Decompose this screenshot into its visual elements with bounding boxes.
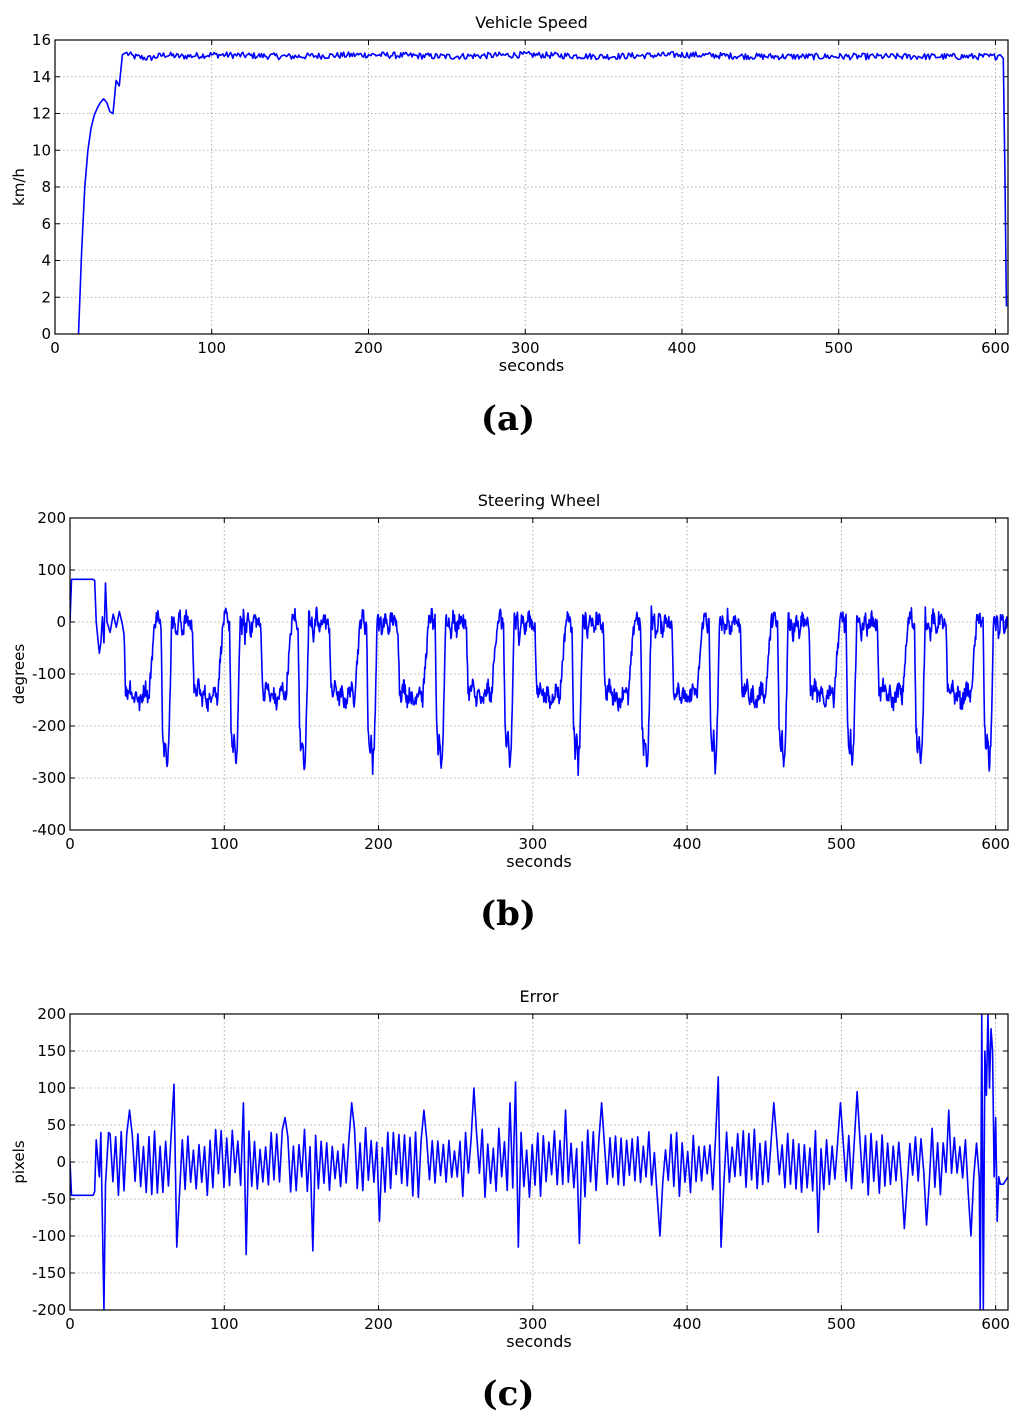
tick-label-y-error: -100 bbox=[32, 1227, 66, 1245]
tick-label-x-vehicle-speed: 400 bbox=[668, 339, 697, 357]
tick-label-y-error: 100 bbox=[37, 1079, 66, 1097]
series-line-error bbox=[70, 1014, 1008, 1310]
tick-label-x-error: 400 bbox=[673, 1315, 702, 1333]
tick-label-x-steering-wheel: 200 bbox=[364, 835, 393, 853]
tick-label-x-steering-wheel: 400 bbox=[673, 835, 702, 853]
chart-error: Error 0 100 200 300 400 500 600 -200 -150 -100 -50 0… bbox=[10, 987, 1010, 1351]
tick-label-y-vehicle-speed: 0 bbox=[41, 325, 51, 343]
panel-label-a: (a) bbox=[481, 399, 535, 439]
tick-label-x-steering-wheel: 100 bbox=[210, 835, 239, 853]
chart-vehicle-speed: Vehicle Speed 0 100 200 300 400 500 600 0 2 4 6 8 10 1… bbox=[10, 13, 1010, 375]
tick-label-y-steering-wheel: 100 bbox=[37, 561, 66, 579]
tick-label-y-vehicle-speed: 8 bbox=[41, 178, 51, 196]
panel-label-c: (c) bbox=[482, 1374, 535, 1414]
tick-label-x-steering-wheel: 500 bbox=[827, 835, 856, 853]
chart-title-vehicle-speed: Vehicle Speed bbox=[475, 13, 587, 32]
tick-label-x-error: 300 bbox=[519, 1315, 548, 1333]
x-axis-label-steering-wheel: seconds bbox=[506, 852, 571, 871]
tick-label-y-steering-wheel: 0 bbox=[56, 613, 66, 631]
tick-label-x-error: 0 bbox=[65, 1315, 75, 1333]
tick-label-x-steering-wheel: 300 bbox=[519, 835, 548, 853]
tick-label-y-vehicle-speed: 2 bbox=[41, 288, 51, 306]
y-axis-label-steering-wheel: degrees bbox=[10, 644, 28, 705]
tick-label-y-error: -150 bbox=[32, 1264, 66, 1282]
tick-label-y-steering-wheel: -400 bbox=[32, 821, 66, 839]
tick-label-y-error: -50 bbox=[42, 1190, 67, 1208]
y-axis-label-vehicle-speed: km/h bbox=[10, 168, 28, 206]
tick-label-x-vehicle-speed: 0 bbox=[50, 339, 60, 357]
tick-label-y-error: 50 bbox=[47, 1116, 66, 1134]
series-line-steering-wheel bbox=[70, 578, 1008, 776]
tick-label-x-steering-wheel: 600 bbox=[981, 835, 1010, 853]
tick-label-x-steering-wheel: 0 bbox=[65, 835, 75, 853]
x-axis-label-vehicle-speed: seconds bbox=[499, 356, 564, 375]
tick-label-y-vehicle-speed: 14 bbox=[32, 68, 51, 86]
tick-label-x-vehicle-speed: 200 bbox=[354, 339, 383, 357]
series-line-vehicle-speed bbox=[77, 50, 1008, 334]
tick-label-y-error: 0 bbox=[56, 1153, 66, 1171]
tick-label-y-vehicle-speed: 4 bbox=[41, 252, 51, 270]
tick-label-y-steering-wheel: -100 bbox=[32, 665, 66, 683]
tick-label-x-error: 600 bbox=[981, 1315, 1010, 1333]
tick-label-y-error: 200 bbox=[37, 1005, 66, 1023]
chart-title-steering-wheel: Steering Wheel bbox=[478, 491, 601, 510]
axes-frame-error bbox=[69, 1013, 1009, 1311]
tick-label-x-vehicle-speed: 100 bbox=[197, 339, 226, 357]
tick-label-y-vehicle-speed: 16 bbox=[32, 31, 51, 49]
axes-frame-vehicle-speed bbox=[54, 39, 1009, 335]
tick-label-y-vehicle-speed: 10 bbox=[32, 141, 51, 159]
tick-label-y-error: -200 bbox=[32, 1301, 66, 1319]
panel-label-b: (b) bbox=[480, 894, 536, 934]
tick-label-y-steering-wheel: -200 bbox=[32, 717, 66, 735]
tick-label-y-vehicle-speed: 12 bbox=[32, 105, 51, 123]
chart-title-error: Error bbox=[520, 987, 559, 1006]
tick-label-y-steering-wheel: -300 bbox=[32, 769, 66, 787]
tick-label-x-error: 200 bbox=[364, 1315, 393, 1333]
tick-label-x-vehicle-speed: 300 bbox=[511, 339, 540, 357]
axes-frame-steering-wheel bbox=[69, 517, 1009, 831]
x-axis-label-error: seconds bbox=[506, 1332, 571, 1351]
tick-label-y-steering-wheel: 200 bbox=[37, 509, 66, 527]
tick-label-x-vehicle-speed: 500 bbox=[824, 339, 853, 357]
tick-label-x-error: 500 bbox=[827, 1315, 856, 1333]
tick-label-x-error: 100 bbox=[210, 1315, 239, 1333]
tick-label-y-vehicle-speed: 6 bbox=[41, 215, 51, 233]
y-axis-label-error: pixels bbox=[10, 1140, 28, 1184]
chart-steering-wheel: Steering Wheel 0 100 200 300 400 500 600 -400 -30… bbox=[10, 491, 1010, 871]
tick-label-y-error: 150 bbox=[37, 1042, 66, 1060]
tick-label-x-vehicle-speed: 600 bbox=[981, 339, 1010, 357]
